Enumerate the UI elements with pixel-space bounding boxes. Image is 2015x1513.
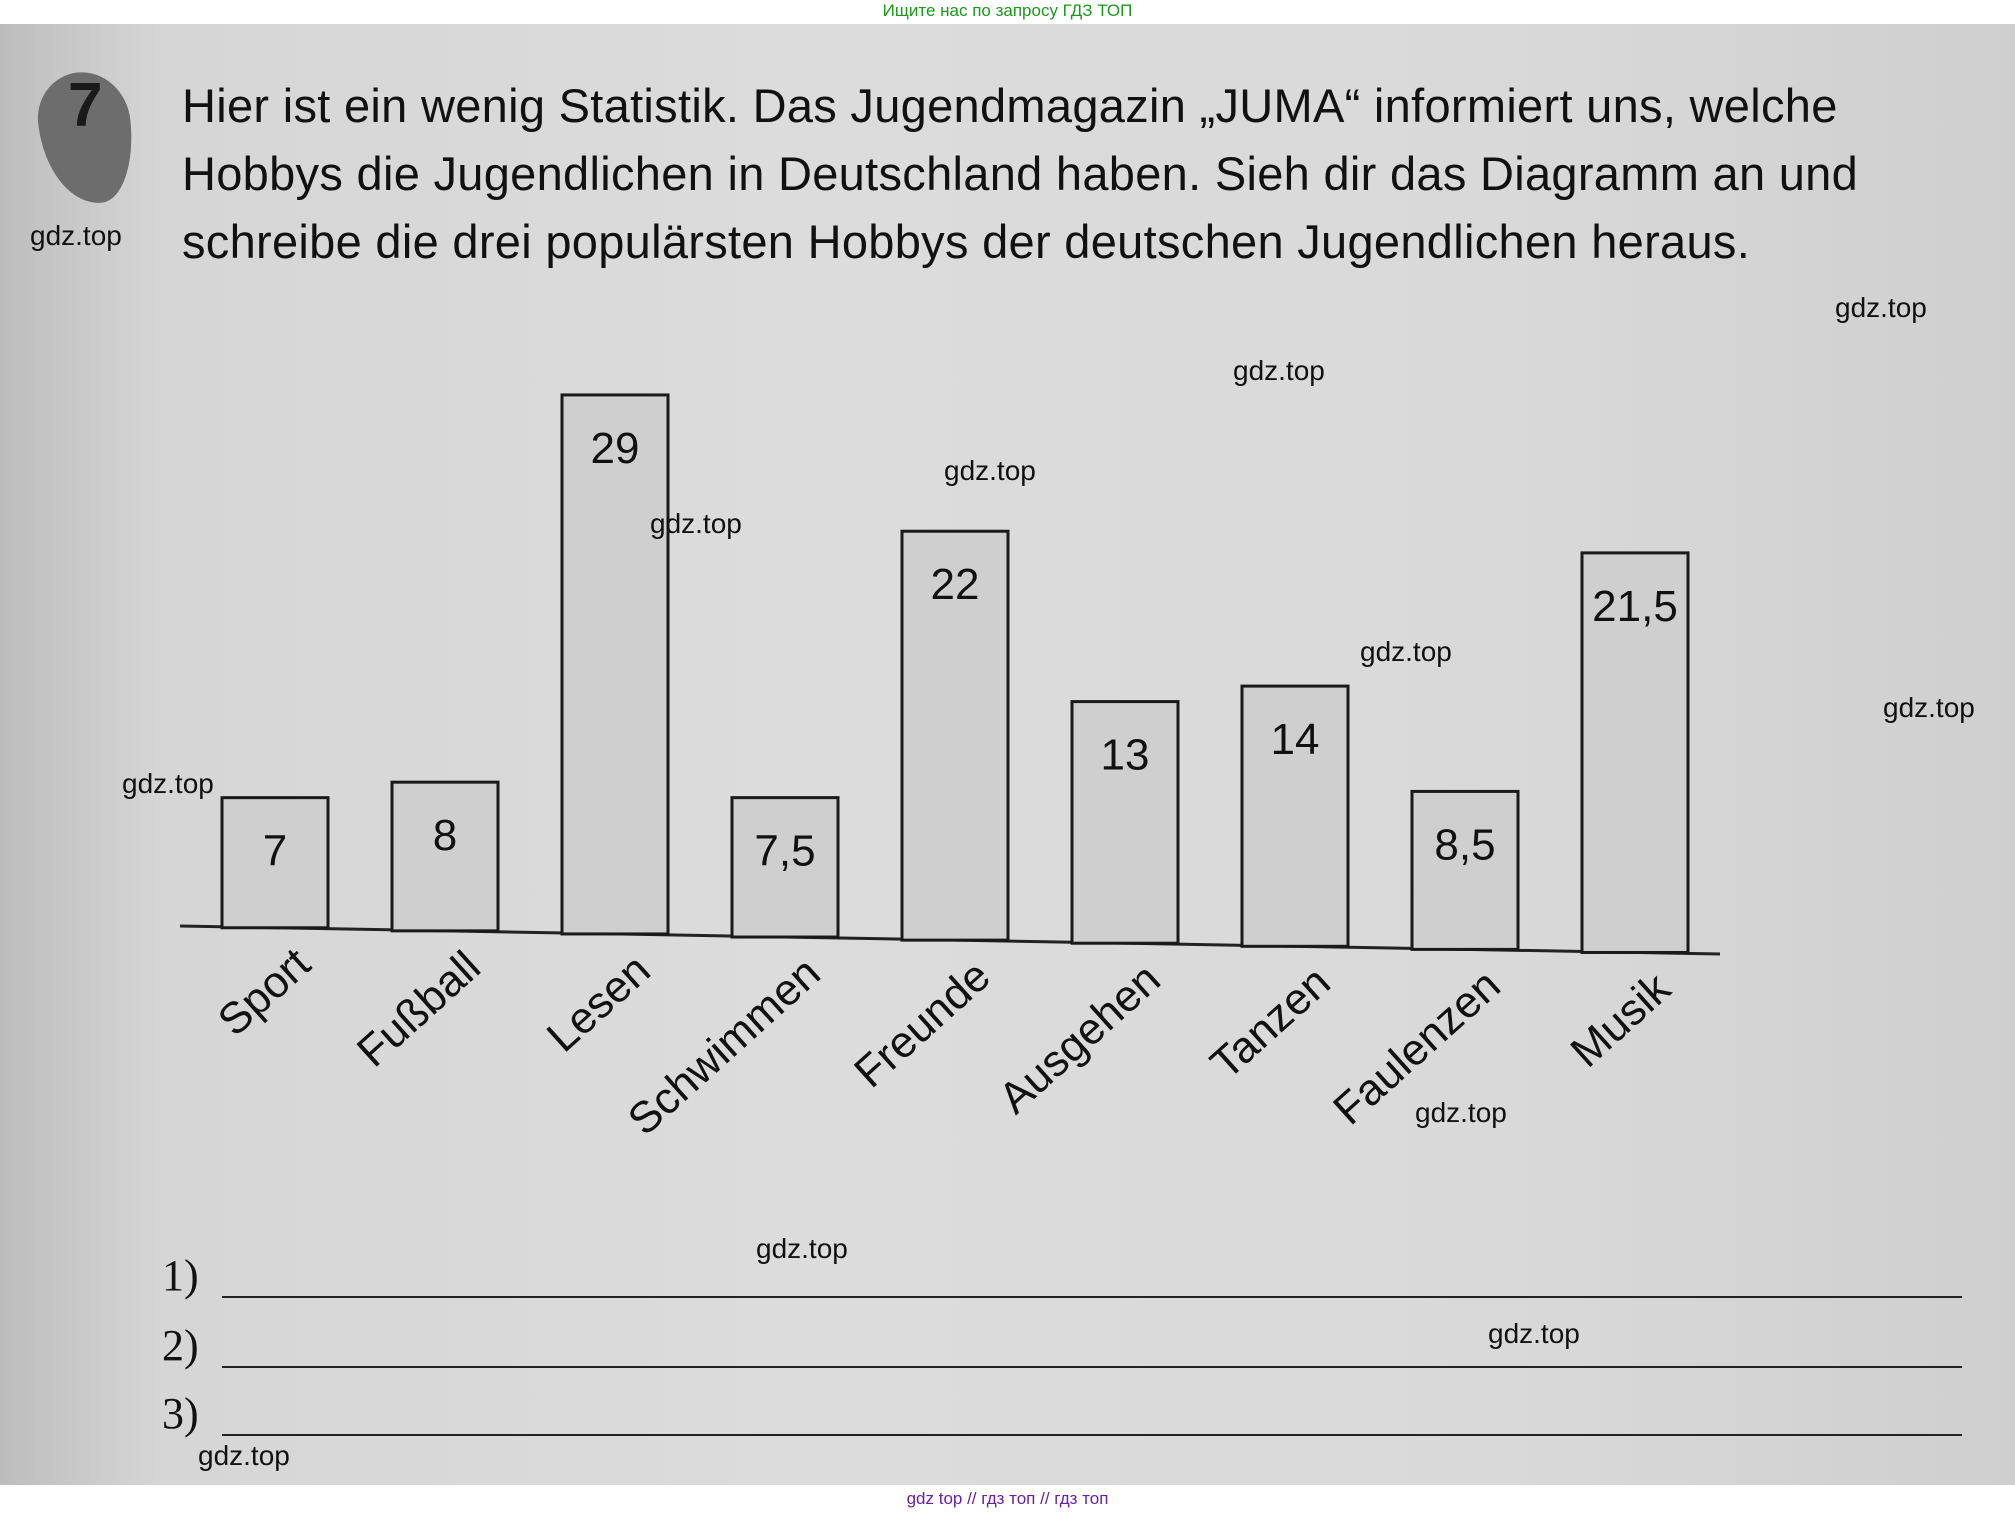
value-label-musik: 21,5 [1592, 582, 1678, 631]
answer-line-1[interactable] [222, 1296, 1962, 1298]
watermark-text: gdz.top [1835, 292, 1927, 323]
watermark-text: gdz.top [1360, 636, 1452, 667]
bottom-banner[interactable]: gdz top // гдз топ // гдз топ [0, 1485, 2015, 1513]
category-label-musik: Musik [1562, 963, 1681, 1077]
value-label-lesen: 29 [591, 424, 640, 473]
answer-line-3[interactable] [222, 1434, 1962, 1436]
bar-schwimmen [730, 796, 840, 939]
task-instruction: Hier ist ein wenig Statistik. Das Jugend… [182, 79, 1859, 268]
bar-lesen [560, 393, 670, 936]
value-label-freunde: 22 [931, 560, 980, 609]
bar-tanzen [1240, 684, 1350, 948]
answer-line-2[interactable] [222, 1366, 1962, 1368]
bar-fußball [390, 780, 500, 933]
value-label-schwimmen: 7,5 [754, 827, 815, 876]
category-label-lesen: Lesen [538, 945, 660, 1062]
category-label-freunde: Freunde [845, 951, 1000, 1097]
bar-ausgehen [1070, 700, 1180, 945]
watermark-text: gdz.top [1233, 355, 1325, 386]
value-label-faulenzen: 8,5 [1434, 820, 1495, 869]
answer-number: 1) [162, 1251, 199, 1300]
bar-freunde [900, 529, 1010, 942]
value-label-tanzen: 14 [1271, 715, 1320, 764]
chart-bars [220, 393, 1690, 954]
watermark-text: gdz.top [198, 1440, 290, 1471]
watermark-text: gdz.top [122, 768, 214, 799]
value-label-ausgehen: 13 [1101, 731, 1150, 780]
value-label-fußball: 8 [433, 811, 457, 860]
watermark-text: gdz.top [1488, 1318, 1580, 1349]
category-label-fußball: Fußball [348, 942, 490, 1077]
value-label-sport: 7 [263, 827, 287, 876]
category-label-tanzen: Tanzen [1201, 957, 1339, 1088]
answer-number: 3) [162, 1389, 199, 1438]
watermark-text: gdz.top [756, 1233, 848, 1264]
task-number: 7 [68, 71, 103, 140]
watermark-text: gdz.top [944, 455, 1036, 486]
category-label-sport: Sport [209, 939, 320, 1046]
bar-sport [220, 796, 330, 930]
watermark-text: gdz.top [1415, 1097, 1507, 1128]
watermark-text: gdz.top [30, 220, 122, 251]
watermark-text: gdz.top [650, 508, 742, 539]
bar-faulenzen [1410, 789, 1520, 951]
top-banner[interactable]: Ищите нас по запросу ГДЗ ТОП [0, 0, 2015, 24]
answer-number: 2) [162, 1321, 199, 1370]
category-label-ausgehen: Ausgehen [990, 954, 1170, 1123]
bar-musik [1580, 551, 1690, 954]
watermark-text: gdz.top [1883, 692, 1975, 723]
chart-value-labels: 7 8 29 7,5 22 13 14 8,5 21,5 [263, 424, 1678, 876]
